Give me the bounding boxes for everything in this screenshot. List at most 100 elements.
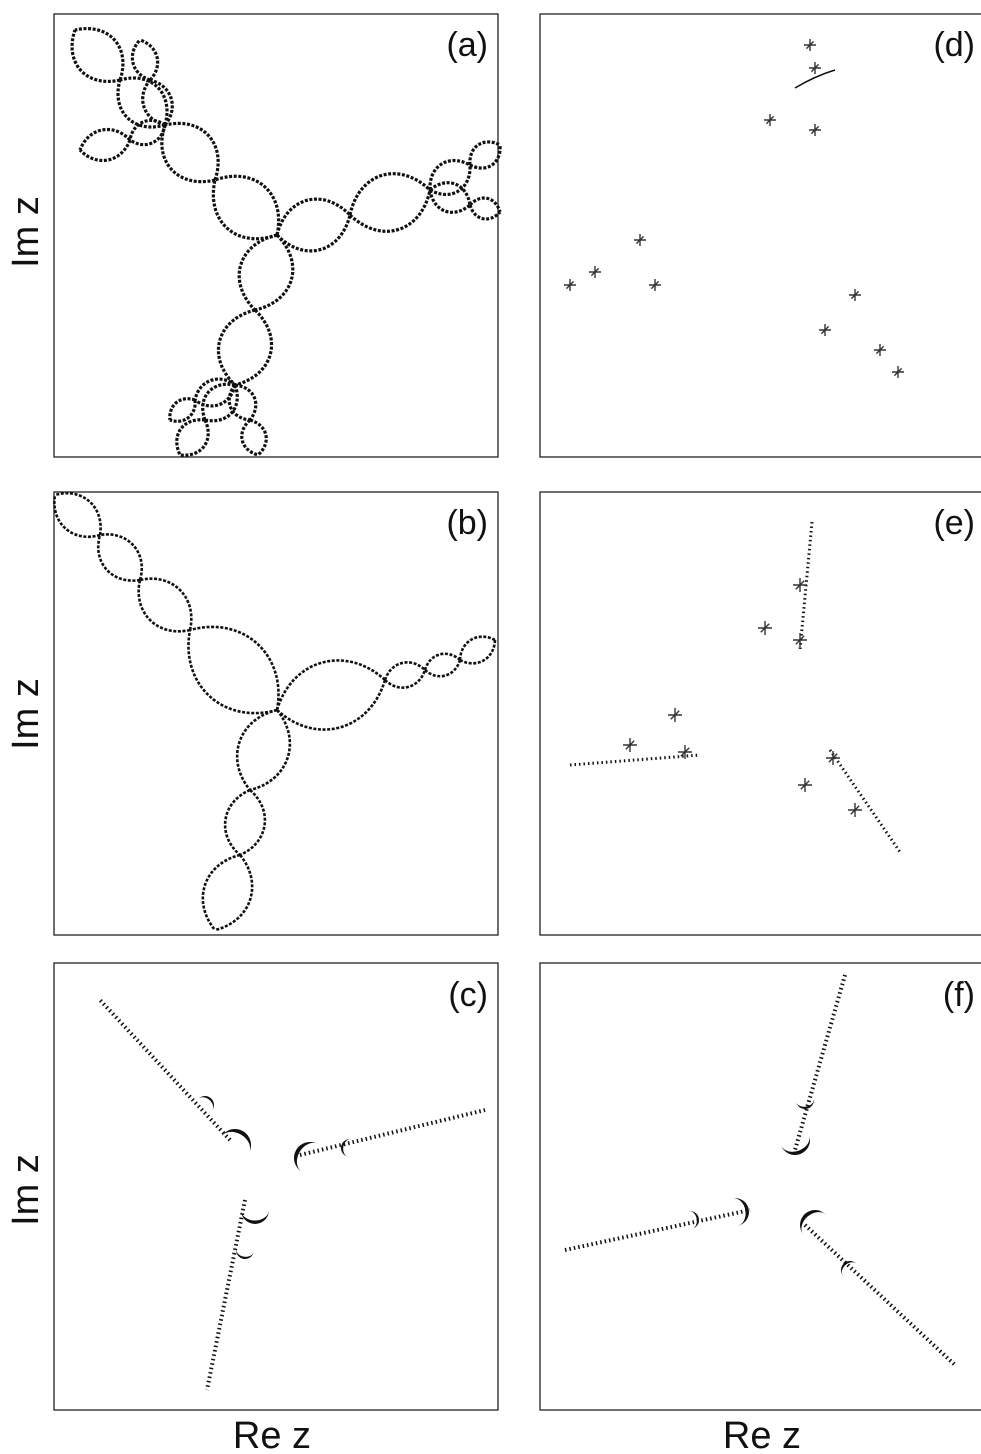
fractal-stroke [468, 204, 502, 221]
fractal-stroke [164, 121, 220, 181]
fractal-stroke [294, 1142, 318, 1172]
fractal-stroke [54, 492, 102, 536]
fractal-stroke [793, 578, 807, 592]
fractal-stroke [348, 172, 432, 216]
fractal-stroke [160, 124, 216, 184]
fractal-stroke [78, 127, 132, 151]
fractal-stroke [276, 679, 387, 731]
fractal-stroke [130, 38, 151, 82]
fractal-stroke [216, 308, 256, 387]
fractal-stroke [249, 709, 292, 792]
panel-label: (d) [933, 26, 975, 64]
fractal-stroke [764, 114, 776, 126]
panel-label: (e) [933, 504, 975, 542]
fractal-stroke [169, 399, 197, 423]
fractal-stroke [53, 494, 101, 538]
fractal-stroke [809, 124, 821, 136]
fractal-stroke [116, 79, 166, 129]
fractal-stroke [793, 974, 847, 1151]
fractal-stroke [564, 1208, 751, 1252]
fractal-stroke [175, 418, 206, 456]
fractal-stroke [70, 29, 121, 83]
fractal-stroke [732, 1198, 749, 1226]
fractal-stroke [423, 652, 461, 671]
panel-label: (b) [446, 504, 488, 542]
fractal-stroke [758, 621, 772, 635]
fractal-stroke [874, 344, 886, 356]
fractal-stroke [564, 279, 576, 291]
fractal-stroke [201, 382, 236, 421]
fractal-stroke [796, 1098, 814, 1109]
fractal-stroke [275, 214, 352, 253]
y-axis-label: Im z [5, 196, 47, 268]
fractal-stroke [468, 196, 502, 213]
fractal-stroke [179, 419, 210, 457]
fractal-stroke [469, 144, 502, 170]
panel-frame [539, 13, 981, 458]
fractal-stroke [798, 521, 814, 651]
fractal-stroke [187, 629, 278, 715]
panel-label: (c) [448, 976, 488, 1014]
fractal-stroke [809, 62, 821, 74]
fractal-stroke [240, 418, 259, 457]
panel-frame [53, 13, 499, 458]
fractal-stroke [239, 789, 267, 857]
fractal-stroke [99, 533, 143, 581]
fractal-stroke [211, 179, 278, 241]
fractal-stroke [194, 384, 237, 408]
fractal-art [53, 27, 957, 1391]
fractal-stroke [234, 383, 258, 421]
fractal-stroke [848, 803, 862, 817]
fractal-stroke [428, 189, 472, 214]
y-axis-label: Im z [5, 1154, 47, 1226]
x-axis-label: Re z [723, 1415, 801, 1454]
fractal-stroke [459, 639, 497, 665]
fractal-stroke [341, 1139, 352, 1157]
x-axis-label: Re z [233, 1415, 311, 1454]
fractal-stroke [849, 289, 861, 301]
fractal-stroke [189, 625, 280, 711]
fractal-stroke [348, 189, 432, 233]
fractal-stroke [149, 78, 174, 127]
fractal-stroke [227, 384, 251, 422]
fractal-stroke [780, 1134, 810, 1155]
fractal-stroke [234, 308, 274, 387]
y-axis-label: Im z [5, 678, 47, 750]
panel-frame [539, 491, 981, 936]
fractal-stroke [236, 1248, 254, 1259]
fractal-stroke [803, 1223, 957, 1367]
fractal-stroke [205, 1199, 247, 1391]
fractal-stroke [214, 174, 281, 236]
fractal-stroke [128, 118, 166, 141]
panel-frame [53, 491, 499, 936]
fractal-stroke [688, 1211, 699, 1229]
fractal-stroke [793, 633, 807, 647]
fractal-stroke [804, 39, 816, 51]
fractal-stroke [623, 738, 637, 752]
fractal-stroke [299, 1108, 486, 1157]
panel-label: (f) [943, 976, 975, 1014]
fractal-stroke [119, 76, 169, 126]
fractal-stroke [668, 708, 682, 722]
fractal-stroke [129, 124, 167, 147]
fractal-stroke [137, 579, 191, 633]
fractal-stroke [98, 998, 232, 1142]
fractal-stroke [589, 266, 601, 278]
fractal-stroke [828, 749, 902, 853]
fractal-stroke [214, 854, 254, 932]
fractal-stroke [254, 233, 295, 312]
fractal-stroke [428, 181, 472, 206]
fractal-stroke [198, 1096, 214, 1111]
fractal-stroke [800, 1210, 827, 1235]
fractal-stroke [275, 197, 352, 236]
fractal-stroke [892, 366, 904, 378]
fractal-stroke [798, 778, 812, 792]
fractal-stroke [78, 139, 132, 163]
fractal-stroke [275, 659, 386, 711]
fractal-stroke [826, 751, 840, 765]
fractal-stroke [634, 234, 646, 246]
fractal-stroke [384, 669, 427, 689]
fractal-stroke [241, 1210, 269, 1224]
fractal-stroke [97, 534, 141, 582]
